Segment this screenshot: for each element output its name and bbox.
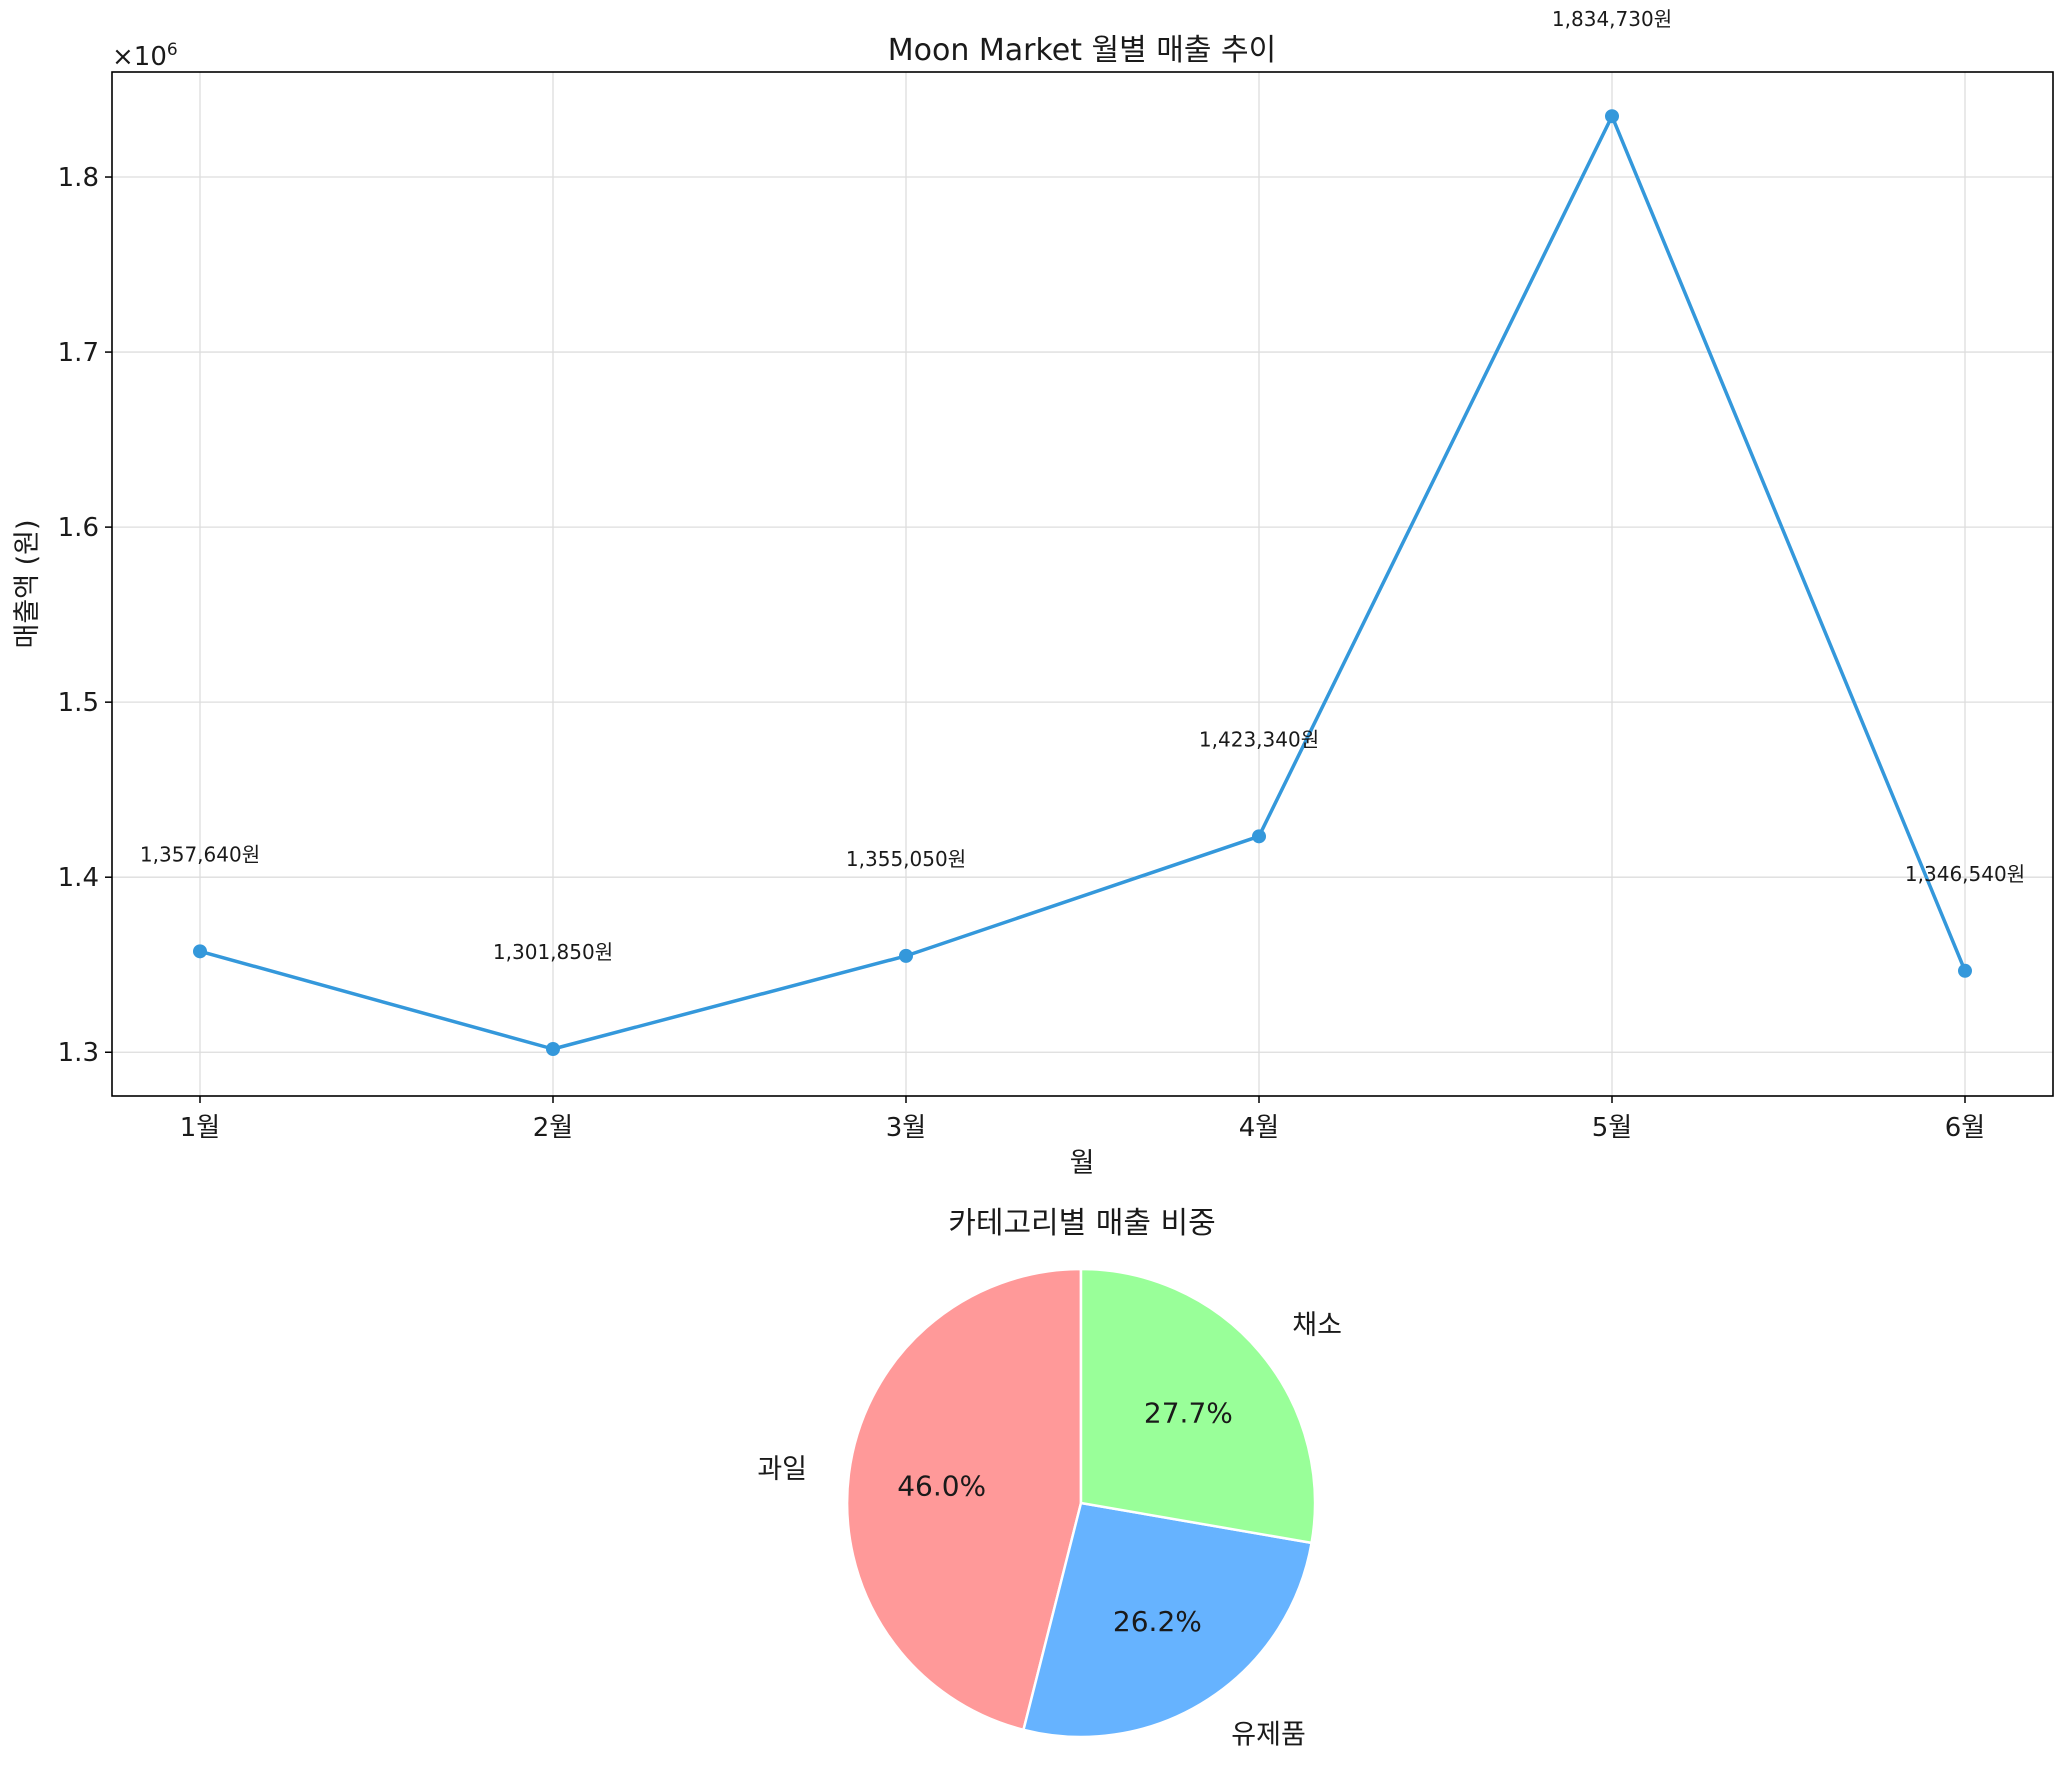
pie-category-label: 채소 [1292,1310,1342,1341]
pie-slice [1079,1267,1317,1545]
data-label: 1,834,730원 [1552,7,1672,31]
pie-chart: 카테고리별 매출 비중 과일 46.0% 유제품 26.2% 채소 27.7% [757,1206,1342,1751]
y-tick-label: 1.5 [58,688,99,718]
data-label: 1,357,640원 [140,842,260,866]
y-offset-exponent: 6 [167,40,178,60]
pie-percent-label: 27.7% [1144,1397,1233,1430]
x-ticks: 1월 2월 3월 4월 5월 6월 [180,1096,1985,1143]
data-label: 1,346,540원 [1905,862,2025,886]
data-point [899,948,913,963]
data-labels: 1,357,640원 1,301,850원 1,355,050원 1,423,340원… [140,7,2025,964]
y-offset-label: ×106 [112,40,178,72]
x-tick-label: 4월 [1239,1113,1279,1143]
x-axis-label: 월 [1070,1148,1095,1179]
pie-slices [845,1267,1317,1739]
data-point [546,1042,560,1057]
y-tick-label: 1.4 [58,863,99,893]
y-offset-base: ×10 [112,42,167,72]
y-tick-label: 1.8 [58,163,99,193]
data-point [1252,829,1266,844]
y-axis-label: 매출액 (원) [12,519,43,648]
x-tick-label: 6월 [1945,1113,1985,1143]
pie-category-label: 유제품 [1231,1720,1306,1751]
line-chart-title: Moon Market 월별 매출 추이 [888,33,1276,68]
y-tick-label: 1.3 [58,1038,99,1068]
data-label: 1,423,340원 [1199,727,1319,751]
data-point [193,944,207,959]
x-tick-label: 3월 [886,1113,926,1143]
data-point [1958,963,1972,978]
data-label: 1,301,850원 [493,940,613,964]
data-label: 1,355,050원 [846,847,966,871]
y-tick-label: 1.7 [58,338,99,368]
line-chart: Moon Market 월별 매출 추이 ×106 1.31.41.51.61.… [12,7,2054,1179]
series-points [193,109,1972,1057]
data-point [1605,109,1619,124]
pie-slice [1022,1501,1313,1739]
pie-percent-label: 26.2% [1113,1605,1202,1638]
pie-chart-title: 카테고리별 매출 비중 [948,1206,1215,1241]
x-tick-label: 5월 [1592,1113,1632,1143]
series-line [199,114,1967,1051]
pie-category-label: 과일 [757,1454,807,1485]
y-ticks: 1.3 1.4 1.5 1.6 1.7 1.8 [58,163,112,1068]
x-tick-label: 1월 [180,1113,220,1143]
plot-frame [111,71,2054,1097]
y-tick-label: 1.6 [58,513,99,543]
x-tick-label: 2월 [533,1113,573,1143]
pie-labels: 과일 46.0% 유제품 26.2% 채소 27.7% [757,1310,1342,1750]
pie-slice [845,1267,1083,1732]
grid-lines [112,72,2053,1096]
y-offset-text: ×106 [112,40,178,72]
pie-percent-label: 46.0% [897,1470,986,1503]
